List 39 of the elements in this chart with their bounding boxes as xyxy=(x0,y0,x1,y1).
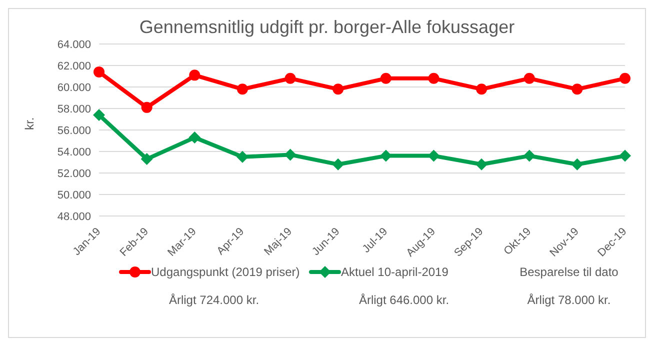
chart-title: Gennemsnitlig udgift pr. borger-Alle fokussager xyxy=(138,17,516,38)
point xyxy=(332,84,344,95)
y-tick-label: 62.000 xyxy=(57,60,91,72)
point xyxy=(332,158,344,170)
text: Årligt 646.000 kr. xyxy=(358,293,450,307)
point xyxy=(428,72,440,84)
point xyxy=(188,132,201,144)
point xyxy=(141,102,152,113)
point xyxy=(236,84,248,95)
text: Årligt 724.000 kr. xyxy=(168,293,260,307)
text: Besparelse til dato xyxy=(518,265,620,279)
point xyxy=(619,150,631,162)
y-tick-label: 58.000 xyxy=(57,103,91,116)
y-tick-label: 52.000 xyxy=(57,168,91,180)
point xyxy=(476,158,488,170)
y-axis-title: kr. xyxy=(22,117,36,130)
y-tick-label: 48.000 xyxy=(57,210,91,223)
point xyxy=(284,72,296,84)
point xyxy=(380,150,392,162)
point xyxy=(189,70,200,81)
point xyxy=(620,72,630,84)
point xyxy=(94,66,104,78)
point xyxy=(380,72,392,84)
legend-label: Udgangspunkt (2019 priser) xyxy=(151,265,300,279)
y-tick-label: 64.000 xyxy=(57,38,91,51)
point xyxy=(524,72,535,84)
point xyxy=(572,84,583,95)
point xyxy=(93,108,105,121)
y-tick-label: 60.000 xyxy=(57,82,91,94)
point xyxy=(236,150,248,163)
legend-label: Aktuel 10-april-2019 xyxy=(341,265,448,279)
y-tick-label: 54.000 xyxy=(57,146,91,158)
point xyxy=(523,150,536,162)
y-tick-label: 50.000 xyxy=(57,189,91,202)
point xyxy=(476,84,488,95)
point xyxy=(140,153,153,166)
point xyxy=(571,158,584,170)
y-tick-label: 56.000 xyxy=(57,124,91,137)
text: Årligt 78.000 kr. xyxy=(526,293,612,307)
